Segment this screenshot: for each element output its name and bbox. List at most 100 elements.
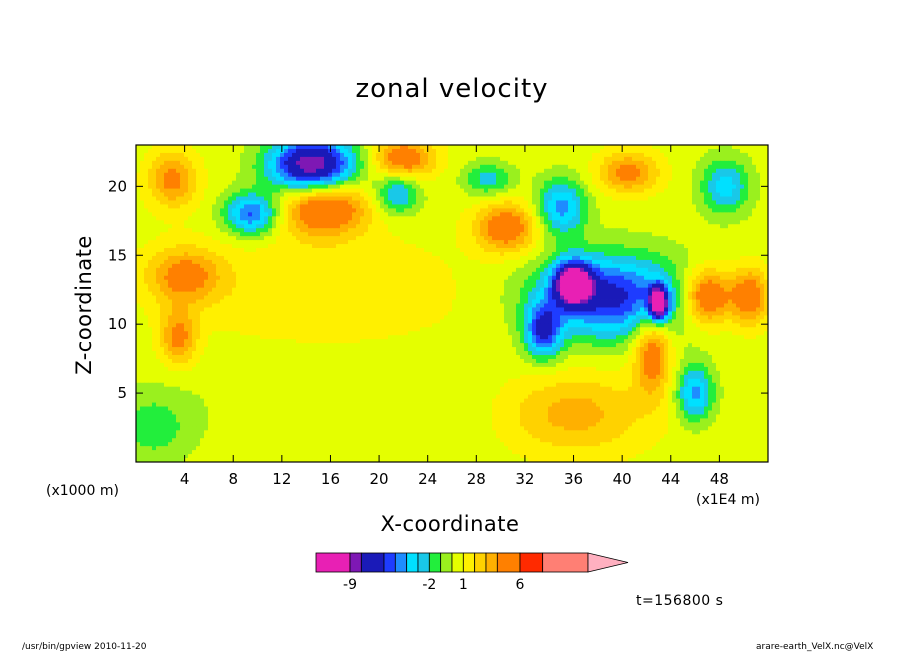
field-cell [664, 251, 669, 257]
field-cell [636, 152, 641, 158]
field-cell [420, 172, 425, 178]
field-cell [432, 160, 437, 166]
field-cell [336, 220, 341, 225]
field-cell [444, 152, 449, 158]
field-cell [664, 208, 669, 213]
field-cell [364, 208, 369, 213]
field-cell [212, 180, 217, 186]
field-cell [288, 184, 293, 189]
field-cell [292, 192, 297, 197]
field-cell [308, 160, 313, 166]
field-cell [408, 168, 413, 174]
field-cell [316, 204, 321, 209]
field-cell [592, 200, 597, 205]
field-cell [708, 244, 713, 249]
field-cell [392, 240, 397, 245]
field-cell [704, 212, 709, 217]
field-cell [632, 236, 637, 241]
field-cell [616, 145, 621, 150]
field-cell [564, 200, 569, 205]
field-cell [576, 259, 581, 265]
field-cell [760, 148, 765, 154]
field-cell [372, 164, 377, 170]
field-cell [584, 196, 589, 201]
field-cell [680, 152, 685, 158]
field-cell [316, 180, 321, 186]
field-cell [312, 240, 317, 245]
field-cell [376, 212, 381, 217]
field-cell [716, 224, 721, 229]
field-cell [740, 220, 745, 225]
field-cell [496, 251, 501, 257]
field-cell [344, 216, 349, 221]
field-cell [540, 168, 545, 174]
field-cell [172, 224, 177, 229]
field-cell [152, 236, 157, 241]
field-cell [456, 216, 461, 221]
field-cell [696, 228, 701, 233]
field-cell [308, 236, 313, 241]
field-cell [256, 248, 261, 253]
field-cell [728, 263, 733, 269]
field-cell [524, 240, 529, 245]
field-cell [732, 251, 737, 257]
field-cell [236, 148, 241, 154]
field-cell [648, 224, 653, 229]
field-cell [224, 180, 229, 186]
field-cell [668, 263, 673, 269]
field-cell [292, 200, 297, 205]
field-cell [312, 145, 317, 150]
field-cell [280, 232, 285, 237]
field-cell [152, 224, 157, 229]
field-cell [600, 200, 605, 205]
field-cell [292, 188, 297, 193]
field-cell [420, 148, 425, 154]
field-cell [440, 216, 445, 221]
field-cell [476, 244, 481, 249]
field-cell [632, 180, 637, 186]
field-cell [504, 172, 509, 178]
field-cell [336, 224, 341, 229]
field-cell [640, 204, 645, 209]
field-cell [700, 212, 705, 217]
field-cell [716, 259, 721, 265]
field-cell [164, 172, 169, 178]
field-cell [172, 196, 177, 201]
field-cell [704, 152, 709, 158]
field-cell [188, 196, 193, 201]
field-cell [756, 259, 761, 265]
field-cell [592, 192, 597, 197]
field-cell [164, 240, 169, 245]
field-cell [144, 145, 149, 150]
field-cell [340, 255, 345, 261]
field-cell [500, 255, 505, 261]
field-cell [436, 236, 441, 241]
field-cell [432, 216, 437, 221]
field-cell [348, 172, 353, 178]
field-cell [248, 248, 253, 253]
field-cell [568, 255, 573, 261]
field-cell [208, 192, 213, 197]
field-cell [452, 240, 457, 245]
field-cell [588, 184, 593, 189]
field-cell [504, 164, 509, 170]
field-cell [700, 196, 705, 201]
field-cell [536, 180, 541, 186]
field-cell [508, 212, 513, 217]
field-cell [364, 216, 369, 221]
field-cell [172, 145, 177, 150]
field-cell [416, 200, 421, 205]
field-cell [464, 204, 469, 209]
field-cell [752, 228, 757, 233]
field-cell [396, 160, 401, 166]
field-cell [432, 263, 437, 269]
field-cell [556, 172, 561, 178]
field-cell [528, 200, 533, 205]
field-cell [208, 224, 213, 229]
field-cell [680, 236, 685, 241]
field-cell [708, 228, 713, 233]
field-cell [380, 240, 385, 245]
field-cell [464, 200, 469, 205]
field-cell [488, 216, 493, 221]
field-cell [288, 220, 293, 225]
